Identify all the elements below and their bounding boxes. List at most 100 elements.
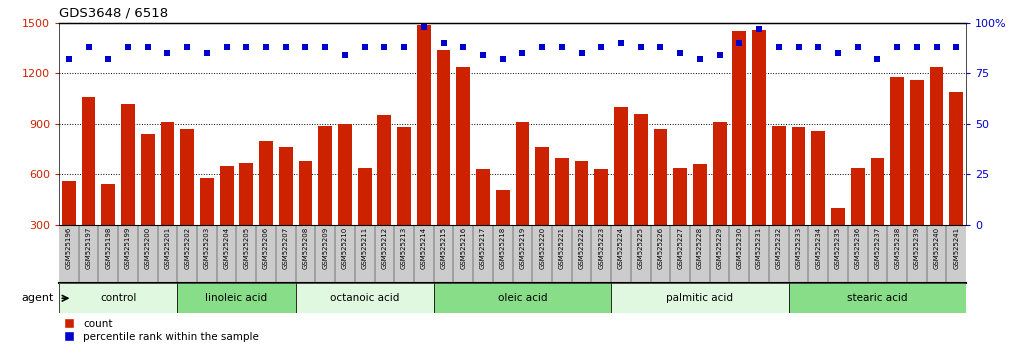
Text: GSM525222: GSM525222: [579, 227, 585, 269]
Point: [515, 50, 531, 56]
Bar: [910, 80, 923, 275]
Point: [219, 44, 235, 50]
Text: GSM525235: GSM525235: [835, 227, 841, 269]
Bar: [673, 167, 687, 275]
Text: GSM525220: GSM525220: [539, 227, 545, 269]
Bar: [890, 77, 904, 275]
Bar: [831, 208, 845, 275]
Bar: [200, 178, 214, 275]
Point: [160, 50, 176, 56]
Point: [494, 57, 511, 62]
Point: [100, 57, 116, 62]
Bar: [594, 169, 608, 275]
Point: [849, 44, 865, 50]
Text: GSM525203: GSM525203: [203, 227, 210, 269]
Point: [672, 50, 689, 56]
Point: [376, 44, 393, 50]
Bar: [614, 107, 627, 275]
Bar: [296, 283, 433, 313]
Bar: [433, 283, 611, 313]
Bar: [338, 124, 352, 275]
Point: [909, 44, 925, 50]
Point: [396, 44, 412, 50]
Text: GSM525205: GSM525205: [243, 227, 249, 269]
Text: GSM525208: GSM525208: [302, 227, 308, 269]
Point: [317, 44, 334, 50]
Bar: [611, 283, 788, 313]
Bar: [417, 25, 431, 275]
Text: GSM525197: GSM525197: [85, 227, 92, 269]
Text: GSM525236: GSM525236: [854, 227, 860, 269]
Text: GSM525233: GSM525233: [795, 227, 801, 269]
Point: [357, 44, 373, 50]
Point: [278, 44, 294, 50]
Bar: [772, 126, 786, 275]
Point: [435, 40, 452, 46]
Text: GSM525218: GSM525218: [499, 227, 505, 269]
Point: [593, 44, 609, 50]
Text: GSM525221: GSM525221: [559, 227, 564, 269]
Text: GSM525229: GSM525229: [717, 227, 723, 269]
Point: [889, 44, 905, 50]
Bar: [930, 67, 944, 275]
Text: GSM525230: GSM525230: [736, 227, 742, 269]
Bar: [516, 122, 529, 275]
Bar: [713, 122, 726, 275]
Point: [238, 44, 254, 50]
Text: GDS3648 / 6518: GDS3648 / 6518: [59, 6, 168, 19]
Bar: [753, 30, 766, 275]
Text: GSM525231: GSM525231: [756, 227, 762, 269]
Bar: [950, 92, 963, 275]
Bar: [161, 122, 174, 275]
Text: octanoic acid: octanoic acid: [330, 293, 400, 303]
Text: GSM525225: GSM525225: [638, 227, 644, 269]
Bar: [496, 190, 510, 275]
Point: [475, 52, 491, 58]
Point: [416, 24, 432, 30]
Bar: [239, 162, 253, 275]
Bar: [436, 50, 451, 275]
Bar: [180, 129, 194, 275]
Bar: [791, 127, 805, 275]
Bar: [102, 184, 115, 275]
Point: [731, 40, 747, 46]
Text: GSM525228: GSM525228: [697, 227, 703, 269]
Bar: [121, 104, 135, 275]
Text: GSM525219: GSM525219: [520, 227, 526, 269]
Bar: [812, 131, 825, 275]
Text: GSM525237: GSM525237: [875, 227, 881, 269]
Bar: [871, 158, 885, 275]
Text: GSM525224: GSM525224: [618, 227, 624, 269]
Point: [179, 44, 195, 50]
Point: [712, 52, 728, 58]
Point: [790, 44, 806, 50]
Text: GSM525212: GSM525212: [381, 227, 387, 269]
Text: control: control: [100, 293, 136, 303]
Point: [198, 50, 215, 56]
Point: [751, 26, 767, 32]
Text: GSM525240: GSM525240: [934, 227, 940, 269]
Text: GSM525213: GSM525213: [401, 227, 407, 269]
Bar: [140, 134, 155, 275]
Point: [456, 44, 472, 50]
Text: GSM525223: GSM525223: [598, 227, 604, 269]
Point: [534, 44, 550, 50]
Text: GSM525204: GSM525204: [224, 227, 230, 269]
Point: [258, 44, 275, 50]
Text: linoleic acid: linoleic acid: [205, 293, 267, 303]
Text: agent: agent: [21, 293, 54, 303]
Text: GSM525210: GSM525210: [342, 227, 348, 269]
Point: [120, 44, 136, 50]
Bar: [535, 147, 549, 275]
Point: [948, 44, 964, 50]
Bar: [851, 167, 864, 275]
Bar: [654, 129, 667, 275]
Bar: [788, 283, 966, 313]
Text: GSM525200: GSM525200: [144, 227, 151, 269]
Text: GSM525234: GSM525234: [816, 227, 822, 269]
Bar: [377, 115, 392, 275]
Bar: [318, 126, 333, 275]
Text: GSM525215: GSM525215: [440, 227, 446, 269]
Text: GSM525217: GSM525217: [480, 227, 486, 269]
Bar: [732, 32, 746, 275]
